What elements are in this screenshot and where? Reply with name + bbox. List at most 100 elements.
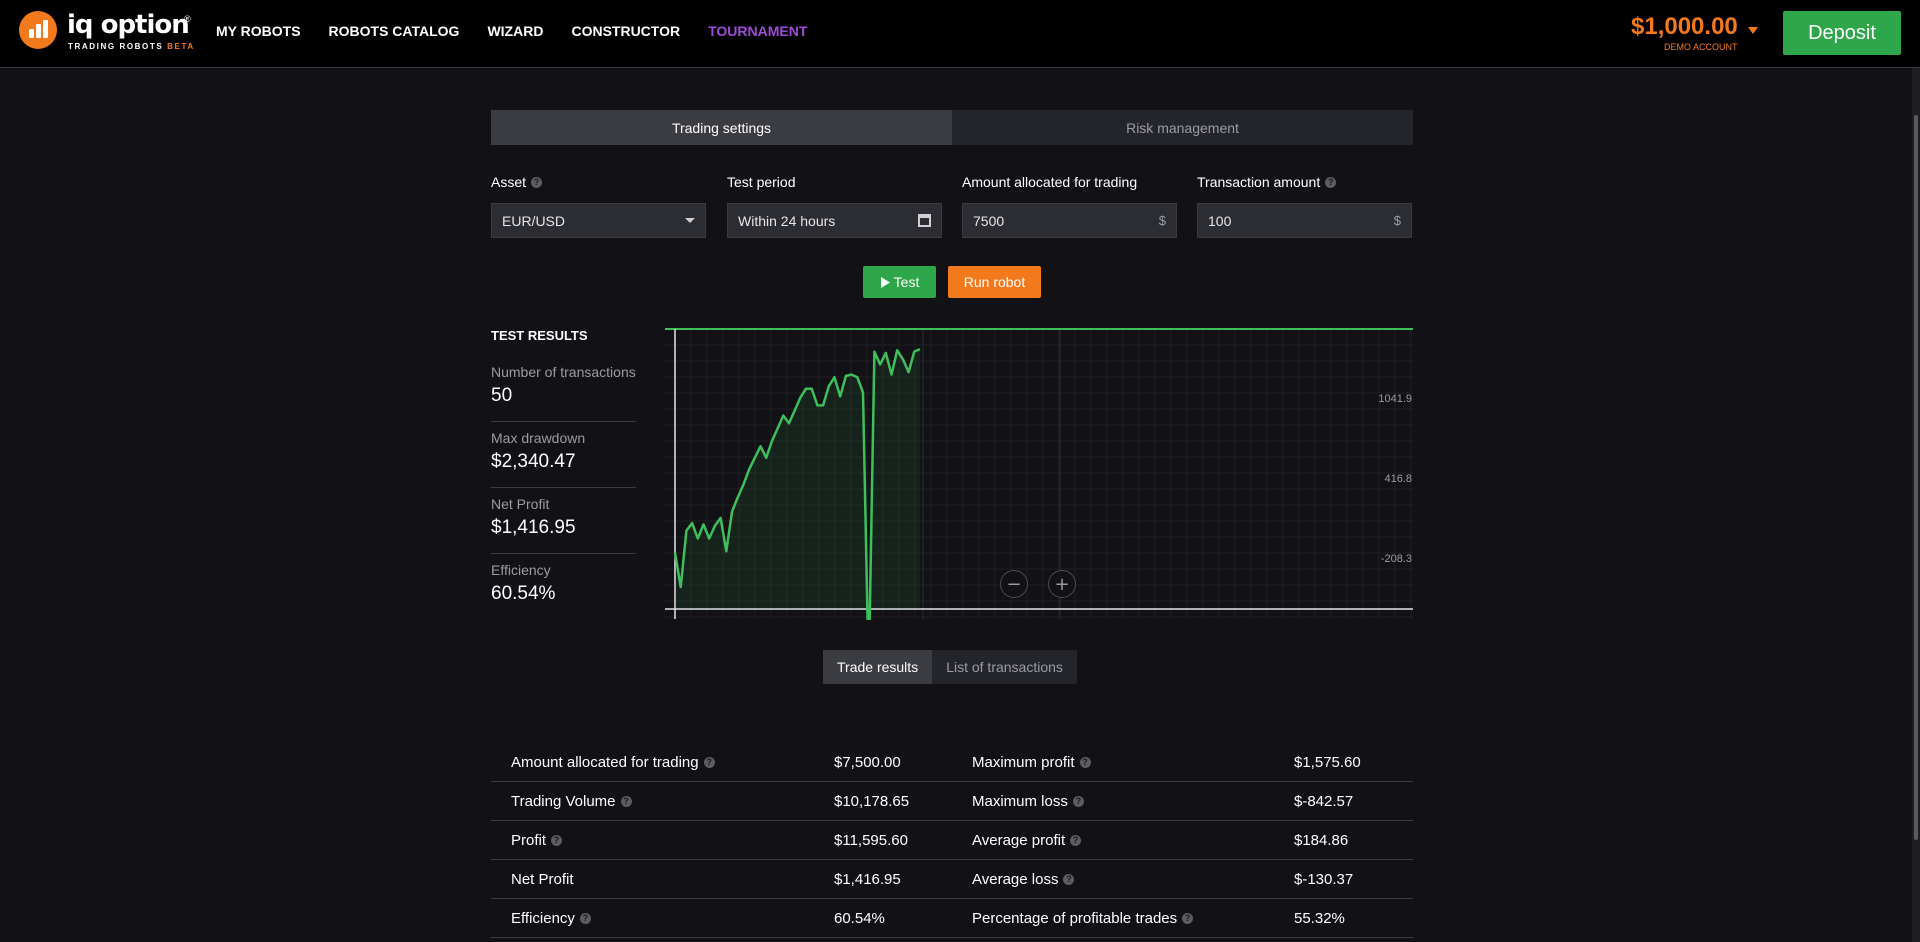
test-period-label: Test period <box>727 174 795 190</box>
row-label-text: Efficiency <box>511 910 575 927</box>
nav-constructor[interactable]: CONSTRUCTOR <box>571 23 681 39</box>
test-results-title: TEST RESULTS <box>491 328 588 343</box>
row-value: $11,595.60 <box>834 832 908 849</box>
chevron-down-icon <box>685 218 695 223</box>
help-icon[interactable]: ? <box>551 835 563 846</box>
zoom-out-button[interactable]: − <box>1000 570 1028 598</box>
row-value: 55.32% <box>1294 910 1345 927</box>
logo-subtitle: TRADING ROBOTS BETA <box>68 42 195 51</box>
page-scrollbar-thumb[interactable] <box>1914 115 1918 840</box>
help-icon[interactable]: ? <box>1325 176 1337 188</box>
transaction-amount-label-text: Transaction amount <box>1197 174 1321 190</box>
equity-line <box>673 347 921 678</box>
table-row: Efficiency? 60.54% Percentage of profita… <box>491 899 1413 938</box>
stat-label: Net Profit <box>491 496 550 512</box>
nav-wizard[interactable]: WIZARD <box>487 23 544 39</box>
help-icon[interactable]: ? <box>1072 796 1084 807</box>
help-icon[interactable]: ? <box>703 757 715 768</box>
asset-select[interactable]: EUR/USD <box>491 203 706 238</box>
tab-risk-management[interactable]: Risk management <box>952 110 1413 145</box>
test-button[interactable]: Test <box>863 266 936 298</box>
help-icon[interactable]: ? <box>1070 835 1082 846</box>
stat-label: Number of transactions <box>491 364 636 380</box>
test-button-label: Test <box>893 274 920 290</box>
equity-chart[interactable]: 1041.9 416.8 -208.3 − + <box>665 327 1413 678</box>
transaction-amount-label: Transaction amount ? <box>1197 174 1337 190</box>
transaction-amount-input[interactable]: 100 $ <box>1197 203 1412 238</box>
tab-list-of-transactions[interactable]: List of transactions <box>932 650 1077 684</box>
table-row: Net Profit $1,416.95 Average loss? $-130… <box>491 860 1413 899</box>
help-icon[interactable]: ? <box>620 796 632 807</box>
row-label-text: Net Profit <box>511 871 574 888</box>
tab-trade-results[interactable]: Trade results <box>823 650 933 684</box>
divider <box>491 487 636 488</box>
currency-suffix: $ <box>1393 213 1401 228</box>
deposit-button[interactable]: Deposit <box>1783 11 1901 55</box>
row-label: Maximum profit? <box>972 754 1091 771</box>
row-value: 60.54% <box>834 910 885 927</box>
table-row: Amount allocated for trading? $7,500.00 … <box>491 743 1413 782</box>
row-label: Trading Volume? <box>511 793 632 810</box>
amount-allocated-label-text: Amount allocated for trading <box>962 174 1138 190</box>
logo-text[interactable]: iq option <box>67 10 190 40</box>
logo-subtitle-text: TRADING ROBOTS <box>68 42 164 51</box>
test-period-field[interactable]: Within 24 hours <box>727 203 942 238</box>
trade-results-table: Amount allocated for trading? $7,500.00 … <box>491 743 1413 938</box>
row-value: $7,500.00 <box>834 754 901 771</box>
row-value: $184.86 <box>1294 832 1349 849</box>
row-label-text: Average loss <box>972 871 1059 888</box>
row-label-text: Percentage of profitable trades <box>972 910 1178 927</box>
iq-option-logo-icon[interactable] <box>19 11 57 49</box>
row-value: $1,416.95 <box>834 871 901 888</box>
account-balance[interactable]: $1,000.00 <box>1631 13 1738 40</box>
result-tabs: Trade results List of transactions <box>823 650 1077 684</box>
divider <box>491 553 636 554</box>
calendar-icon <box>918 214 931 227</box>
stat-value: $1,416.95 <box>491 517 576 538</box>
table-row: Profit? $11,595.60 Average profit? $184.… <box>491 821 1413 860</box>
row-value: $-130.37 <box>1294 871 1354 888</box>
row-label: Percentage of profitable trades? <box>972 910 1194 927</box>
row-label: Average profit? <box>972 832 1082 849</box>
nav-my-robots[interactable]: MY ROBOTS <box>216 23 301 39</box>
divider <box>491 421 636 422</box>
nav-robots-catalog[interactable]: ROBOTS CATALOG <box>328 23 460 39</box>
help-icon[interactable]: ? <box>579 913 591 924</box>
row-label: Net Profit <box>511 871 574 888</box>
row-label-text: Maximum profit <box>972 754 1075 771</box>
help-icon[interactable]: ? <box>1182 913 1194 924</box>
help-icon[interactable]: ? <box>1063 874 1075 885</box>
account-type-label: DEMO ACCOUNT <box>1664 42 1738 52</box>
settings-tabs: Trading settings Risk management <box>491 110 1413 145</box>
run-robot-button[interactable]: Run robot <box>948 266 1041 298</box>
stat-value: 50 <box>491 385 513 406</box>
row-label: Amount allocated for trading? <box>511 754 715 771</box>
main-nav: MY ROBOTS ROBOTS CATALOG WIZARD CONSTRUC… <box>216 23 807 39</box>
amount-allocated-label: Amount allocated for trading <box>962 174 1137 190</box>
stat-value: 60.54% <box>491 583 556 604</box>
row-label-text: Maximum loss <box>972 793 1068 810</box>
tab-trading-settings[interactable]: Trading settings <box>491 110 952 145</box>
amount-allocated-input[interactable]: 7500 $ <box>962 203 1177 238</box>
row-label: Average loss? <box>972 871 1075 888</box>
row-label-text: Profit <box>511 832 547 849</box>
stat-label: Efficiency <box>491 562 551 578</box>
stat-value: $2,340.47 <box>491 451 576 472</box>
asset-label: Asset ? <box>491 174 543 190</box>
row-label-text: Amount allocated for trading <box>511 754 699 771</box>
y-tick-label: 1041.9 <box>1378 393 1412 405</box>
stat-net-profit: Net Profit $1,416.95 <box>491 496 636 539</box>
help-icon[interactable]: ? <box>1079 757 1091 768</box>
transaction-amount-value: 100 <box>1208 212 1232 229</box>
row-value: $-842.57 <box>1294 793 1354 810</box>
chart-grid <box>665 328 1413 619</box>
row-value: $10,178.65 <box>834 793 910 810</box>
equity-chart-svg: 1041.9 416.8 -208.3 <box>665 328 1413 678</box>
y-tick-label: 416.8 <box>1384 473 1412 485</box>
help-icon[interactable]: ? <box>531 176 543 188</box>
nav-tournament[interactable]: TOURNAMENT <box>708 23 808 39</box>
zoom-in-button[interactable]: + <box>1048 570 1076 598</box>
stat-max-drawdown: Max drawdown $2,340.47 <box>491 430 636 473</box>
balance-dropdown-icon[interactable] <box>1748 27 1758 34</box>
table-row: Trading Volume? $10,178.65 Maximum loss?… <box>491 782 1413 821</box>
